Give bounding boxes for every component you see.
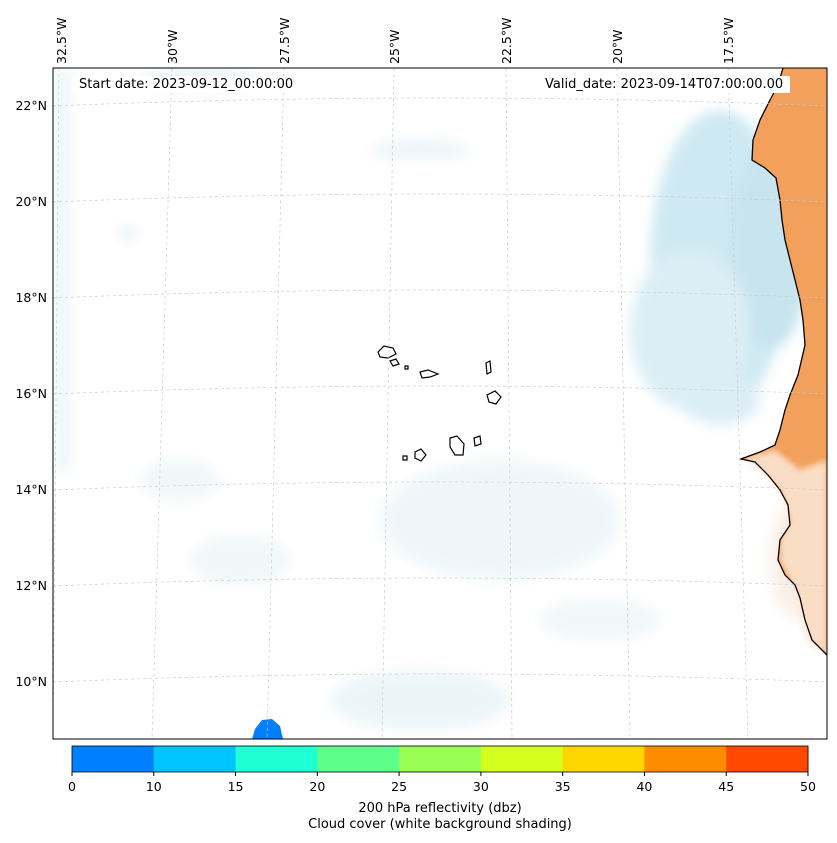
- colorbar-tick-label: 30: [473, 779, 489, 794]
- colorbar-segment: [317, 746, 400, 772]
- lon-label: 17.5°W: [721, 18, 736, 64]
- lon-label: 32.5°W: [54, 18, 69, 64]
- colorbar: 0 10 15 20 25 30 35 40 45 50: [68, 745, 816, 794]
- gridlines: [53, 68, 827, 739]
- valid-date-label: Valid_date: 2023-09-14T07:00:00.00: [538, 76, 791, 93]
- lon-label: 20°W: [610, 29, 625, 64]
- start-date-label: Start date: 2023-09-12_00:00:00: [72, 76, 301, 93]
- cape-verde-islands: [377, 345, 502, 462]
- colorbar-segment: [726, 746, 809, 772]
- latitude-labels: 22°N 20°N 18°N 16°N 14°N 12°N 10°N: [15, 98, 47, 689]
- colorbar-frame: [71, 745, 809, 773]
- lat-label: 14°N: [15, 482, 47, 497]
- colorbar-tick-label: 25: [391, 779, 407, 794]
- lat-label: 12°N: [15, 578, 47, 593]
- lon-label: 22.5°W: [499, 18, 514, 64]
- colorbar-tick-label: 35: [555, 779, 571, 794]
- colorbar-segment: [644, 746, 727, 772]
- colorbar-segment: [562, 746, 645, 772]
- colorbar-title: 200 hPa reflectivity (dbz) Cloud cover (…: [72, 801, 808, 833]
- colorbar-tick-label: 40: [636, 779, 652, 794]
- lat-label: 18°N: [15, 290, 47, 305]
- colorbar-segment: [399, 746, 482, 772]
- lat-label: 10°N: [15, 674, 47, 689]
- colorbar-tick-label: 50: [800, 779, 816, 794]
- coastline: [738, 68, 827, 656]
- colorbar-segment: [72, 746, 155, 772]
- colorbar-tick-label: 0: [68, 779, 76, 794]
- colorbar-tick-label: 20: [309, 779, 325, 794]
- cloud-cover-shading: [55, 68, 827, 730]
- colorbar-tick-label: 15: [228, 779, 244, 794]
- colorbar-sublabel: Cloud cover (white background shading): [308, 817, 572, 832]
- colorbar-tick-label: 10: [146, 779, 162, 794]
- colorbar-segment: [153, 746, 237, 772]
- map-frame: [52, 67, 828, 740]
- colorbar-tick-label: 45: [718, 779, 734, 794]
- lon-label: 25°W: [387, 29, 402, 64]
- longitude-labels: 32.5°W 30°W 27.5°W 25°W 22.5°W 20°W 17.5…: [54, 18, 736, 64]
- colorbar-segment: [235, 746, 318, 772]
- colorbar-label: 200 hPa reflectivity (dbz): [358, 801, 522, 816]
- colorbar-segment: [480, 746, 564, 772]
- lon-label: 27.5°W: [277, 18, 292, 64]
- lon-label: 30°W: [165, 29, 180, 64]
- lat-label: 22°N: [15, 98, 47, 113]
- lat-label: 16°N: [15, 386, 47, 401]
- lat-label: 20°N: [15, 194, 47, 209]
